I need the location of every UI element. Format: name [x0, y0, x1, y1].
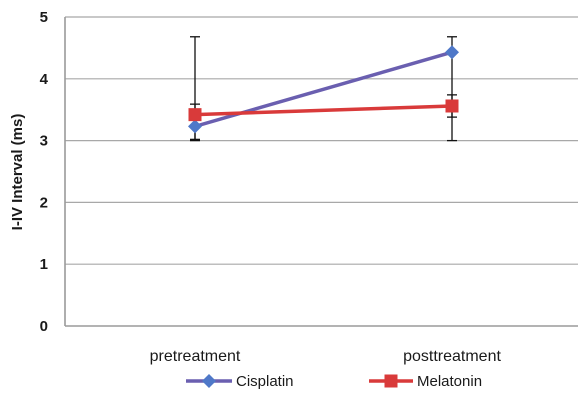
y-axis-title: I-IV Interval (ms) [9, 114, 26, 231]
data-point-melatonin [445, 99, 459, 113]
data-point-cisplatin [445, 45, 459, 60]
x-category-label: pretreatment [150, 348, 241, 365]
legend: Cisplatin Melatonin [186, 373, 482, 390]
y-tick-label: 3 [40, 133, 48, 150]
series-line-melatonin [193, 104, 454, 117]
y-tick-label: 4 [40, 71, 49, 88]
x-category-label: posttreatment [403, 348, 501, 365]
x-category-labels: pretreatment posttreatment [150, 348, 502, 365]
legend-marker-cisplatin [202, 374, 216, 388]
y-tick-label: 0 [40, 318, 48, 335]
legend-label-cisplatin: Cisplatin [236, 373, 294, 390]
data-point-melatonin [188, 108, 202, 122]
y-tick-label: 2 [40, 194, 48, 211]
y-tick-label: 1 [40, 256, 48, 273]
y-tick-labels: 0 1 2 3 4 5 [40, 9, 49, 335]
gridlines [65, 16, 578, 327]
y-tick-label: 5 [40, 9, 48, 26]
series-line-cisplatin [193, 50, 454, 129]
data-point-cisplatin [188, 119, 202, 134]
legend-marker-melatonin [384, 374, 398, 388]
series-lines [193, 50, 454, 129]
legend-label-melatonin: Melatonin [417, 373, 482, 390]
series-markers [188, 45, 459, 134]
